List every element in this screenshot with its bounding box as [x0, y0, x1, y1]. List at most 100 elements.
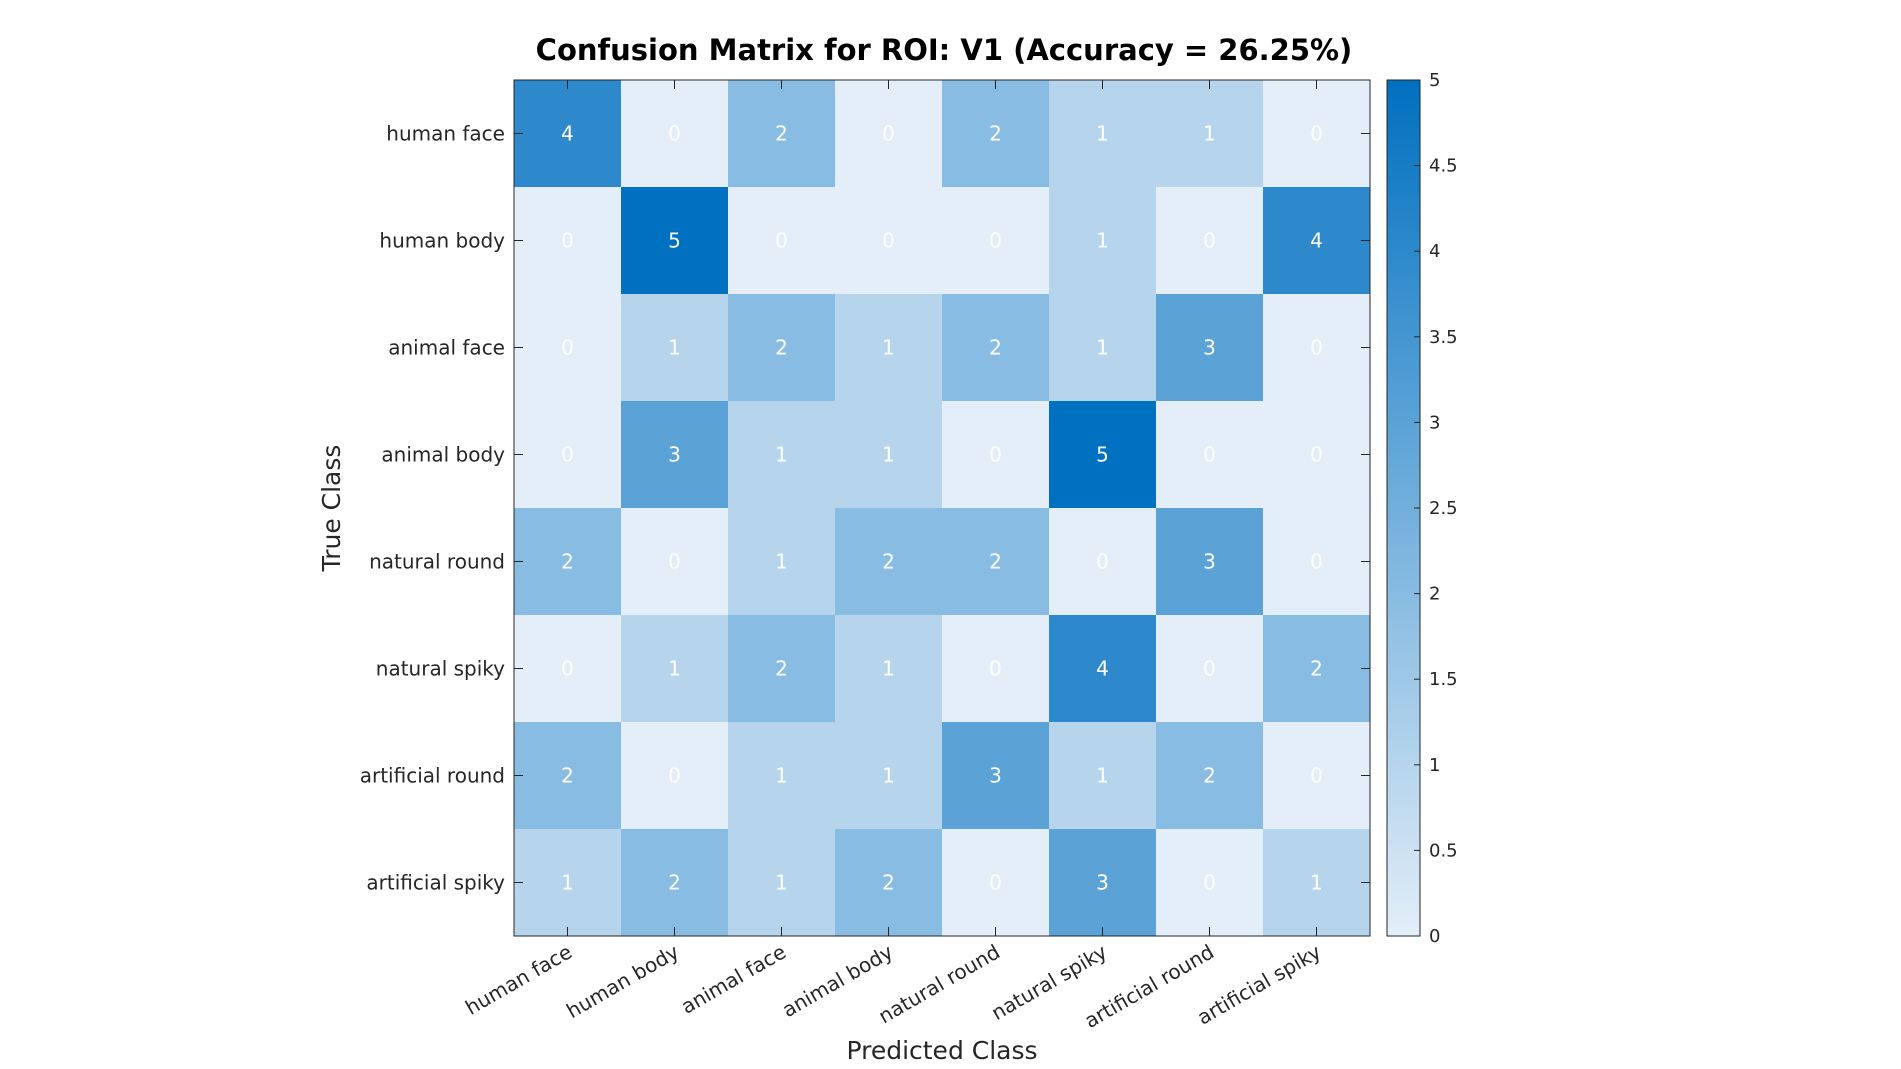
heatmap-cell — [728, 829, 836, 937]
cell-value-label: 2 — [668, 871, 681, 895]
cell-value-label: 1 — [882, 443, 895, 467]
heatmap-cell — [1263, 80, 1371, 188]
cell-value-label: 3 — [1096, 871, 1109, 895]
cell-value-label: 5 — [1096, 443, 1109, 467]
cell-value-label: 2 — [989, 550, 1002, 574]
heatmap-cell — [514, 829, 622, 937]
heatmap-cell-labels: 4 0 2 0 2 1 1 00 5 0 0 0 1 0 40 1 2 1 2 1 3 00 3 1 1 0 5 0 02 0 1 2 2 0 3 0… — [561, 122, 1323, 895]
cell-value-label: 0 — [1203, 657, 1216, 681]
heatmap-cell — [1049, 401, 1157, 509]
colorbar-tick-label: 1.5 — [1429, 669, 1458, 690]
heatmap-cell — [1263, 294, 1371, 402]
cell-value-label: 2 — [989, 122, 1002, 146]
colorbar-tick-label: 5 — [1429, 70, 1440, 91]
heatmap-cell — [514, 294, 622, 402]
heatmap-cell — [514, 615, 622, 723]
heatmap-cells — [514, 80, 1371, 937]
cell-value-label: 0 — [1203, 871, 1216, 895]
heatmap-cell — [1049, 615, 1157, 723]
heatmap-cell — [1156, 829, 1264, 937]
heatmap-cell — [1263, 401, 1371, 509]
cell-value-label: 1 — [775, 550, 788, 574]
cell-value-label: 0 — [989, 657, 1002, 681]
heatmap-cell — [942, 508, 1050, 616]
cell-value-label: 0 — [1310, 764, 1323, 788]
heatmap-cell — [621, 401, 729, 509]
y-axis-label: True Class — [317, 445, 346, 573]
heatmap-cell — [514, 401, 622, 509]
cell-value-label: 2 — [775, 657, 788, 681]
colorbar-tick-label: 3 — [1429, 412, 1440, 433]
cell-value-label: 0 — [1310, 443, 1323, 467]
cell-value-label: 1 — [668, 657, 681, 681]
cell-value-label: 0 — [561, 336, 574, 360]
heatmap-cell — [1156, 722, 1264, 830]
cell-value-label: 4 — [1310, 229, 1323, 253]
cell-value-label: 3 — [1203, 550, 1216, 574]
cell-value-label: 3 — [989, 764, 1002, 788]
cell-value-label: 4 — [1096, 657, 1109, 681]
cell-value-label: 1 — [668, 336, 681, 360]
heatmap-cell — [835, 829, 943, 937]
cell-value-label: 0 — [668, 550, 681, 574]
cell-value-label: 1 — [561, 871, 574, 895]
cell-value-label: 0 — [1203, 443, 1216, 467]
heatmap-cell — [1156, 187, 1264, 295]
heatmap-cell — [1263, 187, 1371, 295]
heatmap-cell — [728, 80, 836, 188]
cell-value-label: 1 — [1096, 122, 1109, 146]
colorbar-ticks: 0 0.5 1 1.5 2 2.5 3 3.5 4 4.5 5 — [1414, 70, 1458, 947]
y-tick-label: natural round — [369, 550, 505, 574]
cell-value-label: 2 — [989, 336, 1002, 360]
heatmap-cell — [1049, 187, 1157, 295]
y-tick-label: human body — [379, 229, 505, 253]
heatmap-cell — [1049, 508, 1157, 616]
cell-value-label: 0 — [561, 657, 574, 681]
heatmap-cell — [1156, 401, 1264, 509]
heatmap-cell — [835, 294, 943, 402]
heatmap-cell — [835, 722, 943, 830]
colorbar-tick-label: 2 — [1429, 584, 1440, 605]
heatmap-cell — [1156, 294, 1264, 402]
heatmap-cell — [621, 187, 729, 295]
cell-value-label: 5 — [668, 229, 681, 253]
heatmap-cell — [835, 508, 943, 616]
cell-value-label: 0 — [1203, 229, 1216, 253]
heatmap-cell — [942, 722, 1050, 830]
cell-value-label: 1 — [882, 336, 895, 360]
heatmap-cell — [942, 294, 1050, 402]
cell-value-label: 1 — [882, 657, 895, 681]
cell-value-label: 1 — [1203, 122, 1216, 146]
colorbar-tick-label: 0.5 — [1429, 840, 1458, 861]
heatmap-cell — [728, 187, 836, 295]
heatmap-cell — [621, 829, 729, 937]
cell-value-label: 0 — [989, 443, 1002, 467]
heatmap-cell — [942, 401, 1050, 509]
heatmap-cell — [1049, 722, 1157, 830]
cell-value-label: 2 — [1310, 657, 1323, 681]
cell-value-label: 0 — [1096, 550, 1109, 574]
cell-value-label: 0 — [775, 229, 788, 253]
heatmap-cell — [942, 615, 1050, 723]
heatmap-cell — [621, 722, 729, 830]
heatmap-cell — [942, 80, 1050, 188]
heatmap-cell — [728, 615, 836, 723]
y-tick-label: human face — [386, 122, 505, 146]
heatmap-cell — [514, 722, 622, 830]
heatmap-cell — [1156, 615, 1264, 723]
cell-value-label: 1 — [775, 871, 788, 895]
y-tick-label: artificial round — [360, 764, 505, 788]
cell-value-label: 0 — [668, 122, 681, 146]
cell-value-label: 1 — [775, 764, 788, 788]
cell-value-label: 2 — [882, 871, 895, 895]
chart-title: Confusion Matrix for ROI: V1 (Accuracy =… — [536, 33, 1353, 67]
heatmap-cell — [621, 508, 729, 616]
cell-value-label: 0 — [561, 443, 574, 467]
heatmap-cell — [621, 294, 729, 402]
colorbar-tick-label: 2.5 — [1429, 498, 1458, 519]
cell-value-label: 2 — [561, 550, 574, 574]
colorbar-tick-label: 0 — [1429, 926, 1440, 947]
heatmap-cell — [621, 80, 729, 188]
cell-value-label: 0 — [1310, 550, 1323, 574]
